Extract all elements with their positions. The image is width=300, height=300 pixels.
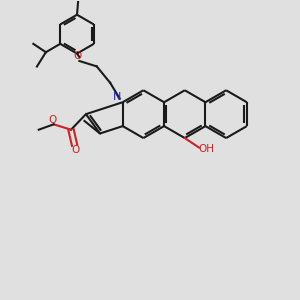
- Text: O: O: [74, 51, 82, 61]
- Text: O: O: [48, 115, 56, 124]
- Text: N: N: [112, 92, 121, 102]
- Text: OH: OH: [199, 144, 214, 154]
- Text: O: O: [72, 145, 80, 155]
